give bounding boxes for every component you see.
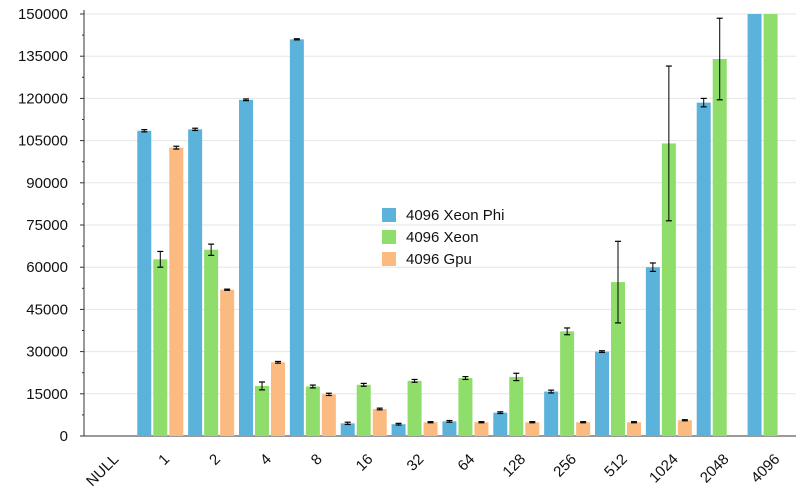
y-tick-label: 75000 xyxy=(26,217,68,234)
y-tick-label: 105000 xyxy=(18,133,68,150)
bar-4096-xeon-phi xyxy=(493,412,508,436)
bar-4096-xeon-phi xyxy=(595,351,609,436)
bar-4096-xeon-phi xyxy=(239,99,253,436)
legend-swatch xyxy=(382,252,396,266)
legend-swatch xyxy=(382,230,396,244)
y-tick-label: 30000 xyxy=(26,344,68,361)
bar-4096-xeon xyxy=(305,386,320,436)
x-tick-label: 2 xyxy=(206,451,224,469)
bar-4096-xeon-phi xyxy=(340,423,355,436)
bar-4096-gpu xyxy=(525,422,540,436)
bar-4096-xeon-phi xyxy=(747,14,762,436)
x-tick-label: 128 xyxy=(499,451,529,481)
x-tick-label: 8 xyxy=(308,451,326,469)
bar-4096-xeon xyxy=(255,385,269,436)
bar-4096-gpu xyxy=(220,289,235,436)
bar-4096-gpu xyxy=(474,422,489,436)
y-tick-label: 120000 xyxy=(18,90,68,107)
bar-4096-xeon xyxy=(356,384,371,436)
x-tick-label: NULL xyxy=(83,451,122,490)
bar-4096-xeon xyxy=(153,259,168,436)
y-tick-label: 15000 xyxy=(26,386,68,403)
x-tick-label: 4096 xyxy=(748,451,784,487)
bar-4096-gpu xyxy=(372,408,387,436)
bar-4096-gpu xyxy=(271,362,285,436)
x-tick-label: 4 xyxy=(257,451,275,469)
legend-label: 4096 Gpu xyxy=(406,251,472,268)
x-tick-label: 64 xyxy=(454,451,478,475)
legend-swatch xyxy=(382,208,396,222)
bar-4096-xeon xyxy=(611,282,625,436)
bar-4096-xeon xyxy=(509,376,524,436)
bar-4096-gpu xyxy=(677,420,692,436)
bar-4096-xeon xyxy=(763,14,778,436)
y-tick-label: 60000 xyxy=(26,259,68,276)
bar-4096-gpu xyxy=(169,147,184,436)
bar-4096-xeon xyxy=(712,59,727,436)
bar-4096-gpu xyxy=(321,394,336,436)
y-tick-label: 0 xyxy=(60,428,68,445)
bar-4096-gpu xyxy=(576,422,591,436)
x-tick-label: 1 xyxy=(155,451,173,469)
legend-label: 4096 Xeon xyxy=(406,229,479,246)
bar-4096-gpu xyxy=(423,422,438,436)
bar-4096-xeon xyxy=(661,143,676,436)
bar-4096-xeon-phi xyxy=(289,39,304,436)
bar-4096-xeon-phi xyxy=(391,424,406,436)
bar-4096-xeon-phi xyxy=(696,102,711,437)
bar-4096-xeon xyxy=(407,380,422,436)
x-tick-label: 32 xyxy=(404,451,428,475)
y-tick-label: 135000 xyxy=(18,48,68,65)
x-tick-label: 1024 xyxy=(646,451,682,487)
bar-4096-xeon-phi xyxy=(188,129,203,436)
x-tick-label: 256 xyxy=(550,451,580,481)
bar-4096-xeon-phi xyxy=(442,421,457,436)
bar-4096-xeon xyxy=(560,331,575,436)
bar-4096-gpu xyxy=(627,422,641,436)
bar-4096-xeon-phi xyxy=(544,391,559,436)
bar-4096-xeon xyxy=(204,249,219,436)
y-tick-label: 90000 xyxy=(26,175,68,192)
x-tick-label: 2048 xyxy=(697,451,733,487)
y-tick-label: 150000 xyxy=(18,6,68,23)
y-tick-label: 45000 xyxy=(26,301,68,318)
bar-4096-xeon-phi xyxy=(645,267,660,436)
x-tick-label: 16 xyxy=(353,451,377,475)
x-tick-label: 512 xyxy=(601,451,631,481)
legend-label: 4096 Xeon Phi xyxy=(406,207,504,224)
bar-4096-xeon xyxy=(458,378,473,436)
bar-4096-xeon-phi xyxy=(137,130,152,436)
